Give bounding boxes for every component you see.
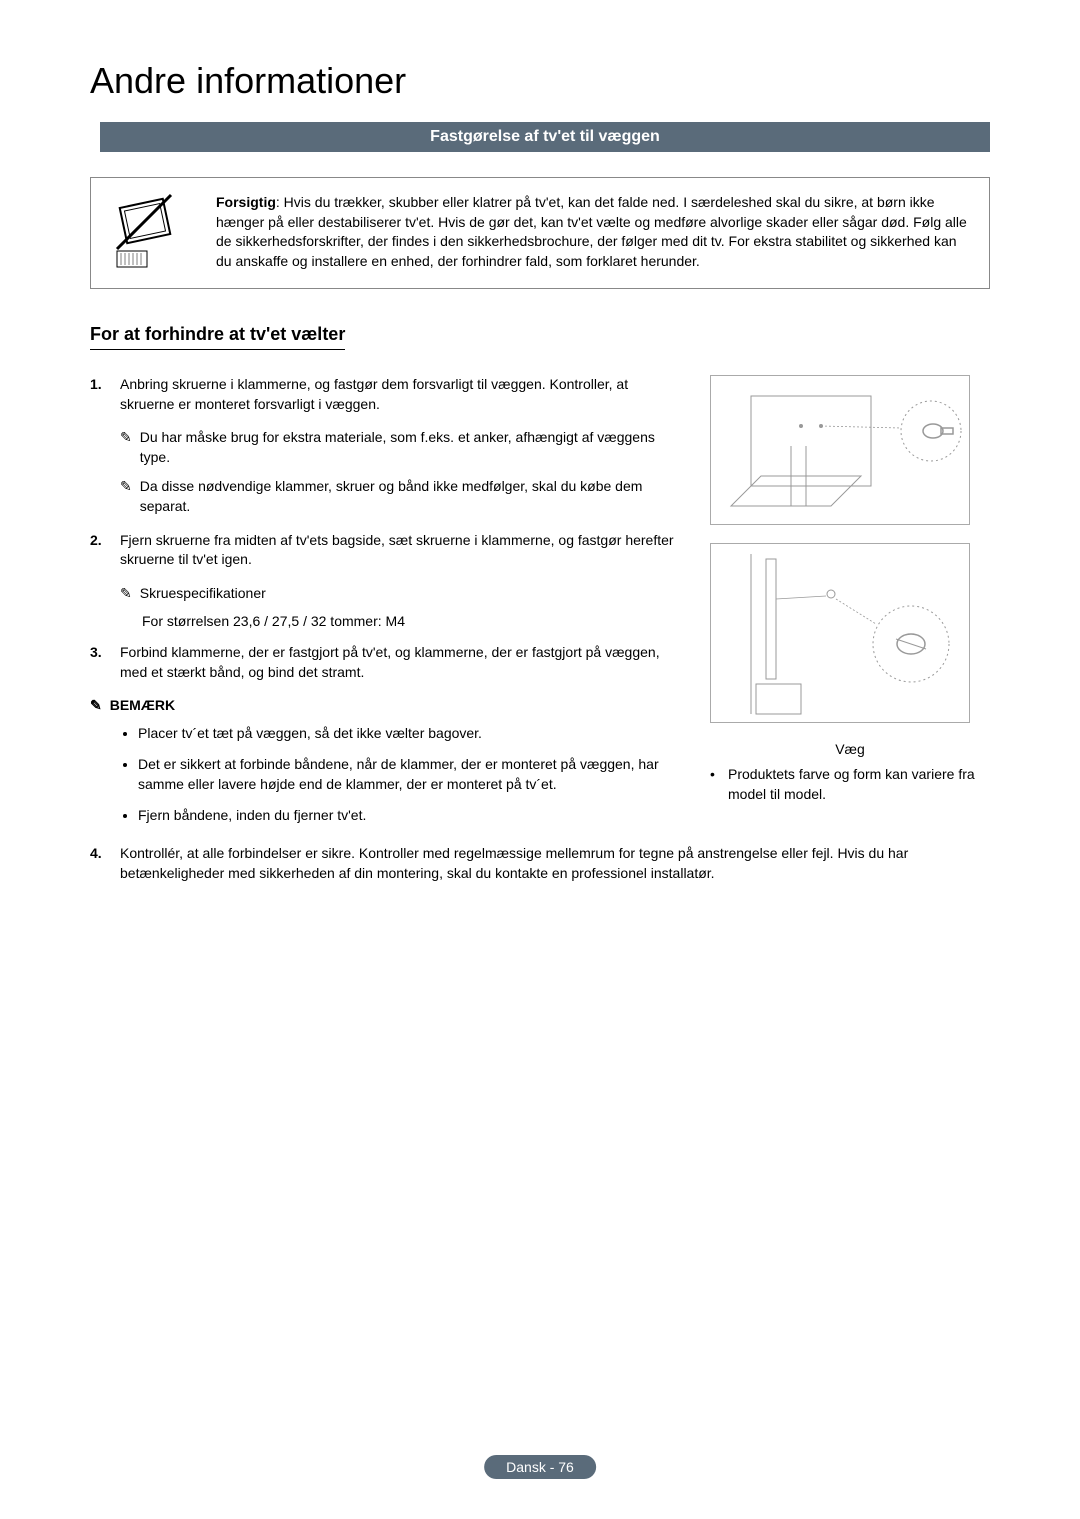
- step-number: 3.: [90, 643, 110, 682]
- caution-body: : Hvis du trækker, skubber eller klatrer…: [216, 194, 967, 269]
- figure-note-text: Produktets farve og form kan variere fra…: [728, 765, 990, 804]
- bullet-item: Fjern båndene, inden du fjerner tv'et.: [138, 806, 680, 826]
- note-icon: ✎: [120, 428, 132, 467]
- note-text: Da disse nødvendige klammer, skruer og b…: [140, 477, 680, 516]
- note-icon: ✎: [120, 477, 132, 516]
- step-list: 1. Anbring skruerne i klammerne, og fast…: [90, 375, 680, 683]
- step-1-note-2: ✎ Da disse nødvendige klammer, skruer og…: [120, 477, 680, 516]
- figure-product-note: • Produktets farve og form kan variere f…: [710, 765, 990, 804]
- figure-tv-stand: [710, 543, 970, 723]
- step-text: Anbring skruerne i klammerne, og fastgør…: [120, 375, 680, 414]
- step-1: 1. Anbring skruerne i klammerne, og fast…: [90, 375, 680, 414]
- bullet-item: Det er sikkert at forbinde båndene, når …: [138, 755, 680, 794]
- figure-wall-label: Væg: [710, 741, 990, 757]
- content-row: 1. Anbring skruerne i klammerne, og fast…: [90, 375, 990, 838]
- step-text: Forbind klammerne, der er fastgjort på t…: [120, 643, 680, 682]
- note-icon: ✎: [90, 697, 102, 714]
- step-3: 3. Forbind klammerne, der er fastgjort p…: [90, 643, 680, 682]
- step-2-sub: For størrelsen 23,6 / 27,5 / 32 tommer: …: [142, 613, 680, 629]
- caution-text: Forsigtig: Hvis du trækker, skubber elle…: [216, 193, 969, 271]
- step-2-note-1: ✎ Skruespecifikationer: [120, 584, 680, 604]
- step-4: 4. Kontrollér, at alle forbindelser er s…: [90, 844, 990, 883]
- step-1-note-1: ✎ Du har måske brug for ekstra materiale…: [120, 428, 680, 467]
- tv-falling-warning-icon: [111, 193, 191, 273]
- section-banner: Fastgørelse af tv'et til væggen: [100, 122, 990, 152]
- step-number: 1.: [90, 375, 110, 414]
- step-2: 2. Fjern skruerne fra midten af tv'ets b…: [90, 531, 680, 570]
- step-number: 2.: [90, 531, 110, 570]
- bullet-icon: •: [710, 765, 720, 804]
- bullet-item: Placer tv´et tæt på væggen, så det ikke …: [138, 724, 680, 744]
- content-right: Væg • Produktets farve og form kan varie…: [710, 375, 990, 804]
- step-text: Kontrollér, at alle forbindelser er sikr…: [120, 844, 990, 883]
- remark-label: BEMÆRK: [110, 697, 175, 714]
- page-title: Andre informationer: [90, 60, 990, 102]
- note-text: Du har måske brug for ekstra materiale, …: [140, 428, 680, 467]
- figure-wall-mount: [710, 375, 970, 525]
- note-text: Skruespecifikationer: [140, 584, 266, 604]
- remark-bullets: Placer tv´et tæt på væggen, så det ikke …: [138, 724, 680, 826]
- content-left: 1. Anbring skruerne i klammerne, og fast…: [90, 375, 680, 838]
- subsection-title: For at forhindre at tv'et vælter: [90, 324, 345, 350]
- caution-label: Forsigtig: [216, 194, 276, 210]
- note-icon: ✎: [120, 584, 132, 604]
- step-number: 4.: [90, 844, 110, 883]
- step-text: Fjern skruerne fra midten af tv'ets bags…: [120, 531, 680, 570]
- remark-header: ✎ BEMÆRK: [90, 697, 680, 714]
- page-footer: Dansk - 76: [484, 1455, 596, 1479]
- caution-box: Forsigtig: Hvis du trækker, skubber elle…: [90, 177, 990, 289]
